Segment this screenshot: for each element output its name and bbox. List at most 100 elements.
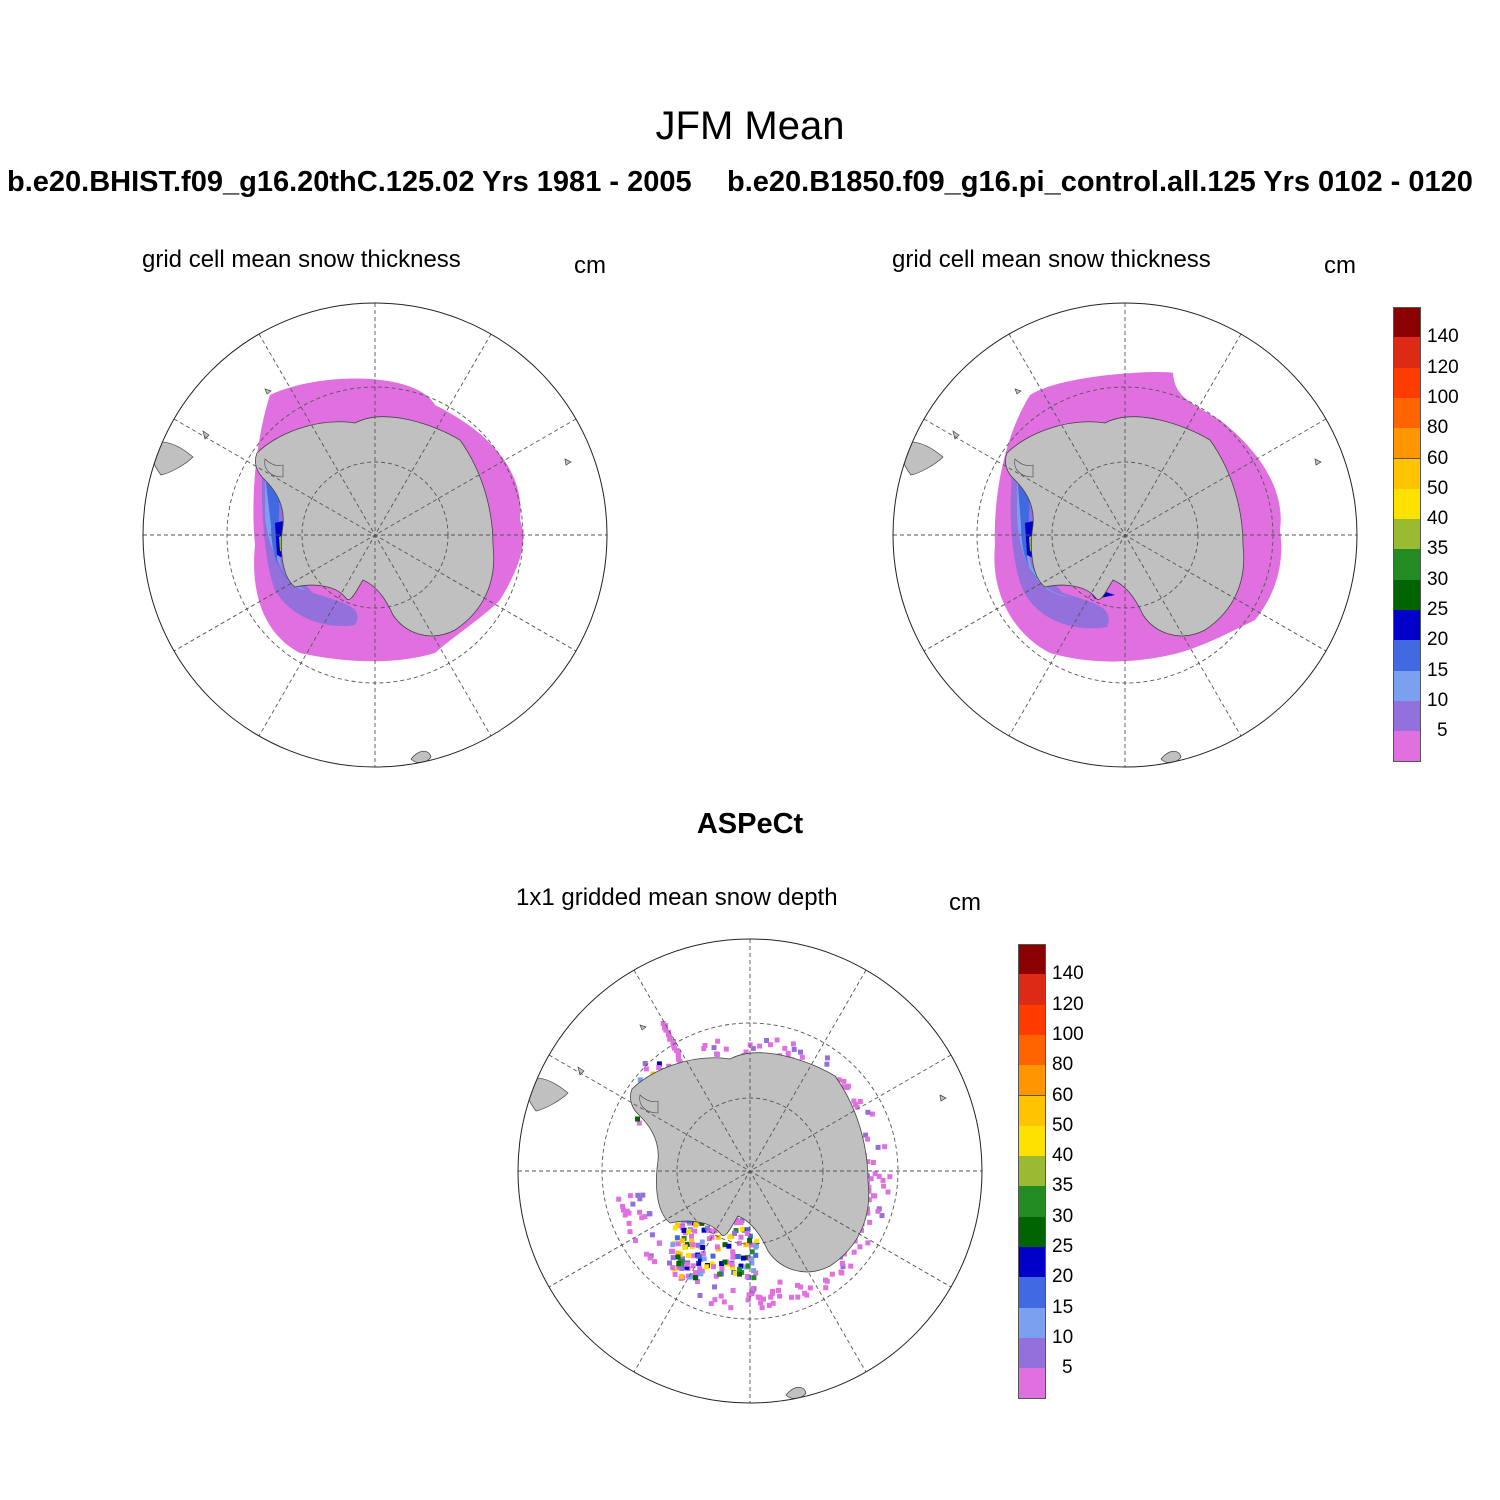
colorbar-swatch <box>1393 488 1421 521</box>
observation-cell <box>670 1248 676 1254</box>
observation-cell <box>865 1136 871 1142</box>
observation-cell <box>667 1036 673 1042</box>
observation-cell <box>722 1259 728 1265</box>
observation-cell <box>722 1242 728 1248</box>
observation-cell <box>872 1171 878 1177</box>
observation-cell <box>723 1046 729 1052</box>
observation-cell <box>622 1212 628 1218</box>
observation-cell <box>708 1301 714 1307</box>
observation-cell <box>749 1286 755 1292</box>
observation-cell <box>710 1253 716 1259</box>
observation-cell <box>745 1227 751 1233</box>
observation-cell <box>630 1201 636 1207</box>
observation-cell <box>714 1244 720 1250</box>
observation-cell <box>851 1249 857 1255</box>
observation-cell <box>679 1225 685 1231</box>
observation-cell <box>640 1192 646 1198</box>
observation-cell <box>637 1196 643 1202</box>
observation-cell <box>713 1273 719 1279</box>
colorbar-label: 25 <box>1052 1236 1074 1257</box>
observation-cell <box>751 1275 757 1281</box>
observation-cell <box>620 1203 626 1209</box>
observation-cell <box>639 1215 645 1221</box>
observation-cell <box>754 1242 759 1248</box>
ice-band-20 <box>275 473 320 559</box>
observation-cell <box>627 1193 633 1199</box>
observation-cell <box>749 1260 755 1266</box>
observation-cell <box>656 1065 662 1071</box>
colorbar-swatch <box>1018 1277 1046 1309</box>
map-model-right <box>892 302 1358 768</box>
observation-cell <box>839 1260 845 1266</box>
observation-cell <box>823 1277 828 1283</box>
observation-cell <box>698 1271 704 1277</box>
observation-cell <box>700 1245 706 1250</box>
observation-cell <box>767 1042 773 1048</box>
observation-cell <box>854 1104 860 1110</box>
colorbar-swatch <box>1393 670 1421 702</box>
observation-cell <box>730 1264 735 1270</box>
observation-cell <box>689 1238 695 1244</box>
observation-cell <box>807 1285 813 1291</box>
observation-cell <box>702 1043 708 1048</box>
observation-cell <box>667 1260 672 1266</box>
observation-cell <box>693 1270 699 1275</box>
observation-cell <box>701 1227 707 1233</box>
observation-cell <box>782 1045 788 1051</box>
colorbar-label: 50 <box>1427 477 1449 499</box>
observation-cell <box>789 1294 794 1300</box>
observation-cell <box>734 1220 739 1226</box>
observation-cell <box>869 1111 875 1117</box>
observation-cell <box>677 1059 683 1065</box>
panel-right-units: cm <box>1324 252 1356 279</box>
observation-cell <box>804 1292 810 1298</box>
observation-cell <box>865 1210 871 1216</box>
observation-cell <box>730 1249 736 1255</box>
observation-cell <box>699 1268 705 1274</box>
observation-cell <box>712 1284 717 1290</box>
observation-cell <box>681 1227 687 1233</box>
observation-cell <box>692 1275 698 1281</box>
panel-left-subtitle: grid cell mean snow thickness <box>142 246 461 273</box>
observation-cell <box>737 1266 743 1272</box>
observation-cell <box>695 1279 700 1284</box>
observation-cell <box>626 1210 632 1216</box>
colorbar-label: 35 <box>1427 538 1449 560</box>
observation-cell <box>695 1242 701 1248</box>
colorbar-swatch <box>1393 397 1421 430</box>
observation-cell <box>875 1208 881 1214</box>
observation-cell <box>721 1299 727 1305</box>
observation-cell <box>759 1305 765 1311</box>
observation-cell <box>672 1271 678 1277</box>
observation-cell <box>690 1242 696 1248</box>
observation-cell <box>745 1263 751 1269</box>
colorbar-swatch <box>1018 1156 1046 1188</box>
colorbar-label: 80 <box>1052 1054 1074 1076</box>
observation-cell <box>709 1261 715 1267</box>
colorbar-label: 120 <box>1052 993 1084 1015</box>
observation-cell <box>785 1051 791 1056</box>
observation-cell <box>882 1144 888 1150</box>
observation-cell <box>635 1192 641 1198</box>
observation-cell <box>637 1209 643 1215</box>
observation-cell <box>738 1263 744 1269</box>
observation-cell <box>863 1132 869 1138</box>
aspect-title: ASPeCt <box>696 808 804 840</box>
observation-cell <box>730 1288 736 1293</box>
observation-cell <box>875 1144 881 1150</box>
colorbar-label: 25 <box>1427 599 1449 620</box>
observation-cell <box>691 1253 697 1259</box>
observation-cell <box>697 1293 703 1298</box>
colorbar-swatch <box>1018 1004 1046 1036</box>
observation-cell <box>735 1254 741 1260</box>
observation-cell <box>745 1297 751 1303</box>
observation-cell <box>798 1049 803 1055</box>
observation-cell <box>728 1305 734 1311</box>
colorbar-swatch <box>1018 1307 1046 1339</box>
observation-cell <box>675 1241 681 1247</box>
observation-cell <box>758 1300 764 1306</box>
observation-cell <box>626 1220 632 1226</box>
observation-cell <box>739 1226 745 1232</box>
colorbar-label: 60 <box>1427 447 1449 469</box>
observation-cell <box>799 1054 805 1060</box>
